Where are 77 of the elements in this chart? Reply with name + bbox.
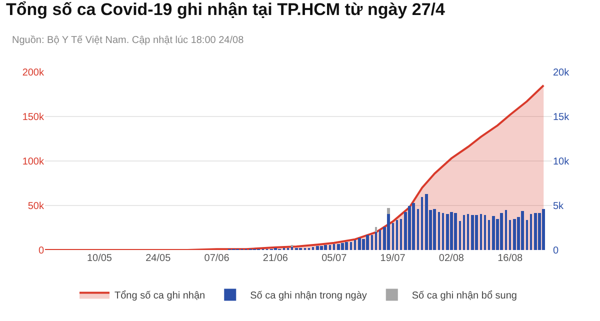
bar — [526, 220, 528, 250]
bar — [337, 244, 340, 250]
bar — [375, 232, 377, 250]
y2-tick-label: 10k — [553, 156, 570, 168]
bar — [362, 239, 365, 250]
x-tick-label: 05/07 — [322, 253, 348, 264]
bar — [354, 240, 356, 250]
bar — [442, 213, 444, 250]
legend-label: Số ca ghi nhận trong ngày — [250, 290, 367, 302]
bar — [312, 247, 314, 250]
bar — [471, 215, 474, 250]
bar — [534, 213, 537, 250]
bar — [509, 220, 511, 250]
bar — [475, 215, 478, 250]
bar — [459, 221, 461, 250]
bar — [488, 220, 490, 250]
x-tick-label: 16/08 — [498, 253, 524, 264]
bar — [366, 235, 369, 250]
bar — [450, 212, 453, 250]
y-tick-label: 100k — [22, 156, 45, 168]
bar — [505, 210, 507, 250]
bar — [500, 213, 503, 250]
bar — [492, 216, 495, 250]
x-tick-label: 07/06 — [204, 253, 230, 264]
y2-tick-label: 15k — [553, 112, 570, 123]
bar — [392, 223, 394, 250]
bar — [371, 235, 373, 250]
bar — [484, 215, 486, 250]
bar — [345, 242, 348, 250]
bar — [324, 245, 327, 250]
y-tick-label: 50k — [28, 201, 45, 212]
bar — [400, 219, 402, 250]
bar — [387, 214, 390, 250]
bar — [538, 213, 541, 250]
bar — [463, 215, 465, 250]
y2-tick-label: 5k — [553, 201, 565, 212]
bar — [375, 227, 377, 232]
bar — [408, 206, 411, 250]
bar — [530, 214, 532, 250]
bar — [379, 230, 381, 250]
chart-title: Tổng số ca Covid-19 ghi nhận tại TP.HCM từ ngày 27/4 — [6, 0, 446, 20]
bar — [433, 209, 436, 250]
bar — [417, 209, 419, 250]
x-tick-label: 19/07 — [380, 253, 406, 264]
x-tick-label: 02/08 — [438, 253, 464, 264]
bar — [421, 197, 423, 250]
bar — [467, 214, 469, 250]
x-tick-label: 24/05 — [146, 253, 172, 264]
y2-tick-label: 20k — [553, 68, 570, 78]
y-tick-label: 0 — [38, 246, 44, 256]
bar — [438, 212, 440, 250]
bar — [425, 194, 428, 250]
bar — [454, 213, 457, 250]
bar — [341, 243, 344, 250]
x-tick-label: 21/06 — [262, 253, 288, 264]
bar — [513, 219, 516, 250]
legend-label: Tổng số ca ghi nhận — [114, 290, 206, 302]
chart-subtitle: Nguồn: Bộ Y Tế Việt Nam. Cập nhật lúc 18:00 24/08 — [12, 35, 244, 46]
bar — [387, 208, 390, 214]
bar — [358, 238, 361, 250]
legend-label: Số ca ghi nhận bổ sung — [412, 290, 517, 302]
bar — [412, 203, 415, 250]
bar — [320, 246, 323, 250]
y2-tick-label: 0 — [553, 246, 559, 256]
bar — [291, 247, 293, 250]
bar — [333, 244, 335, 250]
bar — [329, 245, 331, 250]
y-tick-label: 200k — [22, 68, 45, 78]
bar — [396, 220, 398, 250]
bar — [542, 209, 545, 250]
x-tick-label: 10/05 — [86, 253, 112, 264]
bar — [446, 214, 449, 250]
bar — [521, 211, 524, 250]
y-tick-label: 150k — [22, 112, 45, 123]
bar — [316, 246, 319, 250]
bar — [350, 242, 352, 250]
bar — [480, 214, 482, 250]
